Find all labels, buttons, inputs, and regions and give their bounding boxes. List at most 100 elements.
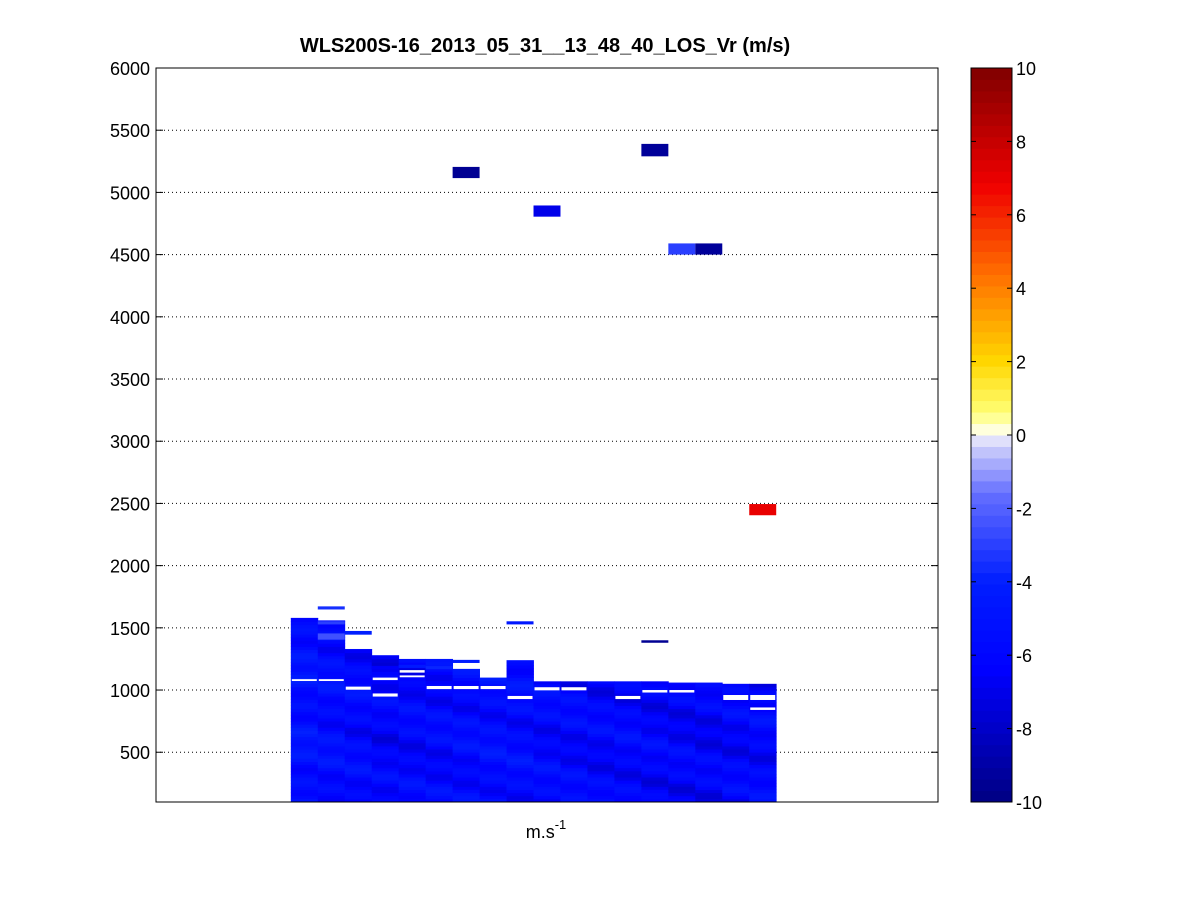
heatmap-cell — [452, 758, 480, 762]
heatmap-cell — [533, 749, 561, 753]
colorbar-band — [971, 400, 1012, 413]
chart-title: WLS200S-16_2013_05_31__13_48_40_LOS_Vr (… — [300, 35, 790, 57]
heatmap-cell — [641, 780, 669, 784]
heatmap-cell — [722, 746, 750, 750]
heatmap-cell — [452, 783, 480, 787]
heatmap-cell — [425, 702, 454, 706]
heatmap-cell — [371, 767, 400, 772]
heatmap-cell — [749, 724, 777, 728]
heatmap-cell — [371, 724, 400, 728]
heatmap-cell — [371, 690, 400, 694]
heatmap-cell — [506, 780, 534, 784]
heatmap-cell — [749, 736, 777, 741]
colorbar-band — [971, 503, 1012, 516]
heatmap-cell — [398, 758, 427, 762]
heatmap-cell — [668, 686, 696, 691]
heatmap-cell — [344, 777, 373, 781]
heatmap-cell — [641, 143, 669, 157]
heatmap-cell — [506, 774, 534, 778]
heatmap-cell — [317, 721, 346, 725]
heatmap-cell — [452, 795, 480, 800]
heatmap-cell — [587, 708, 615, 713]
heatmap-cell — [587, 690, 615, 694]
heatmap-cell — [749, 702, 777, 706]
heatmap-cell — [668, 682, 696, 685]
heatmap-cell — [695, 764, 723, 769]
heatmap-cell — [506, 699, 534, 703]
heatmap-cell — [344, 683, 373, 688]
heatmap-cell — [290, 643, 319, 647]
colorbar-band — [971, 756, 1012, 769]
colorbar-band — [971, 285, 1012, 298]
heatmap-cell — [452, 718, 480, 722]
heatmap-cell — [695, 742, 723, 747]
heatmap-cell — [425, 749, 454, 753]
heatmap-cell — [290, 652, 319, 657]
heatmap-cell — [641, 702, 669, 706]
heatmap-cell — [668, 798, 696, 803]
colorbar-band — [971, 480, 1012, 493]
heatmap-cell — [317, 786, 346, 790]
heatmap-cell — [560, 770, 588, 775]
heatmap-cell — [533, 792, 561, 797]
heatmap-cell — [290, 774, 319, 778]
colorbar-band — [971, 366, 1012, 379]
heatmap-cell — [479, 718, 507, 722]
heatmap-cell — [344, 789, 373, 794]
heatmap-cell — [317, 655, 346, 660]
heatmap-cell — [533, 683, 561, 688]
heatmap-cell — [344, 648, 373, 651]
heatmap-cell — [344, 724, 373, 728]
y-tick-label: 2500 — [110, 494, 150, 514]
heatmap-cell — [668, 742, 696, 747]
heatmap-cell — [425, 764, 454, 769]
heatmap-cell — [452, 742, 480, 747]
colorbar-tick-label: -4 — [1016, 573, 1032, 593]
heatmap-cell — [506, 708, 534, 713]
heatmap-cell — [614, 714, 642, 719]
colorbar: -10 -8 -6 -4 -2 0 2 4 6 8 10 — [970, 59, 1042, 813]
heatmap-cell — [614, 705, 642, 710]
heatmap-cell — [641, 761, 669, 766]
heatmap-cell — [371, 777, 400, 781]
heatmap-cell — [317, 674, 346, 678]
heatmap-cell — [317, 652, 346, 657]
colorbar-band — [971, 297, 1012, 310]
heatmap-cell — [317, 686, 346, 691]
heatmap-cell — [668, 243, 696, 255]
heatmap-cell — [533, 696, 561, 700]
heatmap-cell — [344, 792, 373, 797]
heatmap-cell — [290, 786, 319, 790]
heatmap-cell — [290, 746, 319, 750]
heatmap-cell — [398, 714, 427, 719]
heatmap-cell — [398, 718, 427, 722]
heatmap-cell — [560, 730, 588, 734]
heatmap-cell — [560, 795, 588, 800]
heatmap-cell — [668, 693, 696, 697]
heatmap-cell — [371, 658, 400, 663]
heatmap-cell — [560, 681, 588, 685]
heatmap-cell — [533, 786, 561, 790]
heatmap-cell — [641, 774, 669, 778]
heatmap-cell — [533, 746, 561, 750]
colorbar-band — [971, 343, 1012, 356]
missing-cell — [426, 685, 452, 690]
heatmap-cell — [587, 721, 615, 725]
colorbar-band — [971, 515, 1012, 528]
heatmap-cell — [344, 705, 373, 710]
heatmap-cell — [722, 693, 750, 697]
missing-cell — [453, 685, 479, 690]
heatmap-cell — [695, 786, 723, 790]
colorbar-band — [971, 274, 1012, 287]
heatmap-cell — [425, 783, 454, 787]
heatmap-cell — [749, 693, 777, 697]
heatmap-cell — [587, 686, 615, 691]
heatmap-cell — [317, 708, 346, 713]
heatmap-cell — [452, 733, 480, 738]
heatmap-cell — [533, 708, 561, 713]
heatmap-cell — [479, 724, 507, 728]
heatmap-cell — [722, 733, 750, 738]
heatmap-cell — [425, 724, 454, 728]
heatmap-cell — [506, 752, 534, 756]
heatmap-cell — [290, 708, 319, 713]
